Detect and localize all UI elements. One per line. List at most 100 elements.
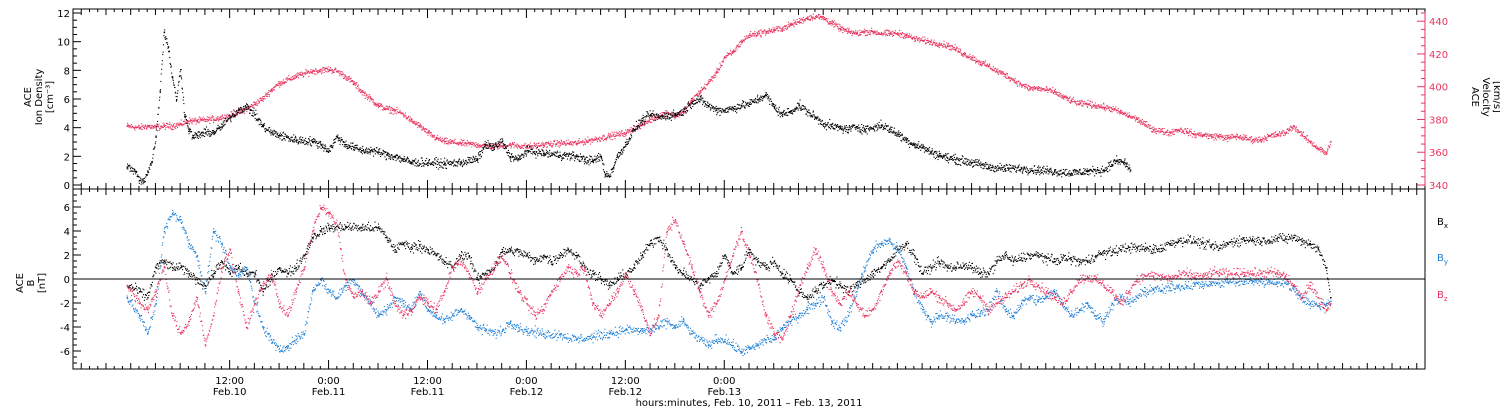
velocity-dot — [148, 124, 150, 126]
density-dot — [279, 134, 281, 136]
velocity-dot — [936, 44, 938, 46]
density-dot — [270, 134, 272, 136]
velocity-dot — [586, 140, 588, 142]
velocity-dot — [1305, 139, 1307, 141]
velocity-dot — [1213, 134, 1215, 136]
velocity-dot — [1113, 108, 1115, 110]
velocity-dot — [1034, 89, 1036, 91]
velocity-dot — [1222, 135, 1224, 137]
velocity-dot — [1218, 135, 1220, 137]
velocity-dot — [1014, 78, 1016, 80]
velocity-dot — [1164, 133, 1166, 135]
velocity-dot — [866, 30, 868, 32]
density-dot — [207, 131, 209, 133]
velocity-dot — [1325, 154, 1327, 156]
velocity-dot — [940, 43, 942, 45]
density-dot — [302, 137, 304, 139]
velocity-dot — [676, 115, 678, 117]
velocity-dot — [1189, 129, 1191, 131]
velocity-dot — [832, 21, 834, 23]
velocity-dot — [673, 116, 675, 118]
density-dot — [287, 136, 289, 138]
velocity-dot — [428, 131, 430, 133]
density-dot — [300, 136, 302, 138]
density-dot — [168, 50, 170, 52]
velocity-dot — [861, 31, 863, 33]
density-dot — [181, 88, 183, 90]
density-dot — [170, 66, 172, 68]
velocity-dot — [985, 64, 987, 66]
velocity-dot — [851, 34, 853, 36]
density-dot — [274, 133, 276, 135]
velocity-point-4 — [163, 125, 166, 127]
velocity-dot — [1213, 134, 1215, 136]
velocity-dot — [1137, 117, 1139, 119]
velocity-dot — [547, 142, 549, 144]
density-dot — [314, 140, 316, 142]
velocity-dot — [1143, 123, 1145, 125]
density-point-112 — [1124, 162, 1126, 164]
velocity-dot — [792, 22, 794, 24]
density-dot — [248, 107, 250, 109]
velocity-dot — [648, 119, 650, 121]
velocity-dot — [744, 35, 746, 37]
velocity-dot — [762, 31, 764, 33]
velocity-dot — [492, 147, 494, 149]
velocity-dot — [857, 30, 859, 32]
velocity-dot — [1228, 137, 1230, 139]
b-axis-tick-label: -4 — [60, 323, 70, 334]
velocity-dot — [217, 117, 219, 119]
velocity-dot — [593, 139, 595, 141]
velocity-dot — [250, 105, 252, 107]
velocity-dot — [726, 56, 728, 58]
velocity-dot — [1056, 92, 1058, 94]
velocity-dot — [973, 59, 975, 61]
velocity-dot — [631, 129, 633, 131]
velocity-dot — [1189, 134, 1191, 136]
density-dot — [292, 140, 294, 142]
velocity-dot — [943, 43, 945, 45]
velocity-dot — [679, 115, 681, 117]
velocity-dot — [1279, 135, 1281, 137]
velocity-dot — [1296, 129, 1298, 131]
velocity-dot — [256, 101, 258, 103]
velocity-dot — [1318, 148, 1320, 150]
velocity-dot — [723, 61, 725, 63]
velocity-dot — [144, 128, 146, 130]
density-point-36 — [378, 151, 380, 153]
velocity-dot — [820, 16, 822, 18]
velocity-dot — [1003, 72, 1005, 74]
velocity-dot — [187, 123, 189, 125]
velocity-dot — [183, 120, 185, 122]
velocity-dot — [615, 131, 617, 133]
density-dot — [309, 136, 311, 138]
density-dot — [292, 139, 294, 141]
velocity-dot — [415, 121, 417, 123]
velocity-dot — [974, 60, 976, 62]
velocity-dot — [196, 120, 198, 122]
density-dot — [201, 134, 203, 136]
density-dot — [170, 65, 172, 67]
velocity-point-18 — [312, 70, 314, 73]
density-dot — [275, 131, 277, 133]
density-dot — [142, 183, 144, 185]
velocity-dot — [482, 145, 484, 147]
density-dot — [322, 143, 324, 145]
velocity-dot — [705, 88, 707, 90]
density-dot — [351, 142, 353, 144]
velocity-dot — [1072, 98, 1074, 100]
velocity-dot — [1300, 135, 1302, 137]
velocity-dot — [362, 90, 364, 92]
velocity-dot — [1219, 134, 1221, 136]
density-point-63 — [641, 120, 644, 122]
velocity-dot — [1149, 127, 1151, 129]
velocity-dot — [647, 120, 649, 122]
density-dot — [366, 148, 368, 150]
density-dot — [364, 152, 366, 154]
velocity-dot — [1288, 128, 1290, 130]
velocity-dot — [946, 42, 948, 44]
density-dot — [155, 141, 157, 143]
velocity-dot — [848, 29, 850, 31]
velocity-dot — [907, 35, 909, 37]
velocity-dot — [1320, 148, 1322, 150]
